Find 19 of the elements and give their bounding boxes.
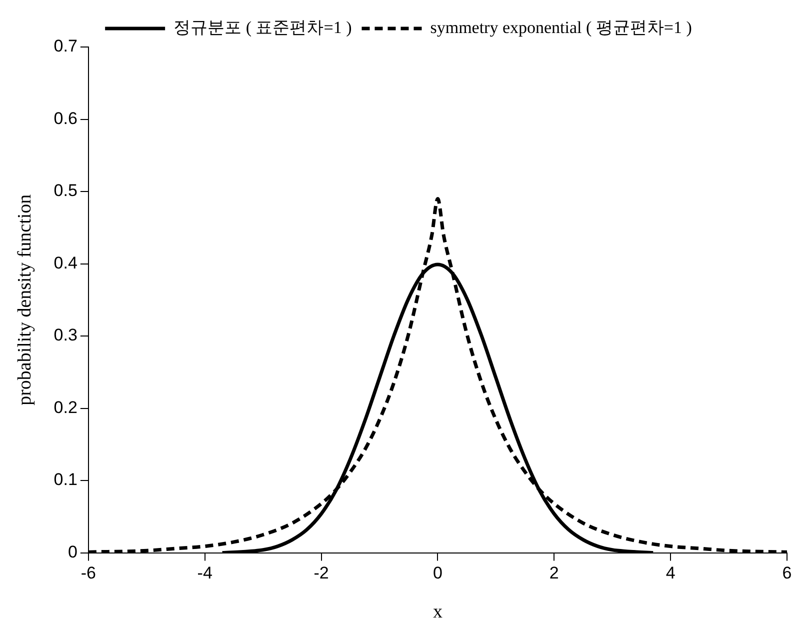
y-tick-label: 0.1 bbox=[54, 470, 78, 490]
y-tick-label: 0.4 bbox=[54, 253, 78, 272]
x-axis-title: x bbox=[432, 602, 443, 623]
y-tick-label: 0.3 bbox=[54, 326, 78, 345]
legend-label: symmetry exponential ( 평균편차=1 ) bbox=[430, 18, 692, 37]
x-tick-label: 2 bbox=[549, 564, 559, 583]
x-tick-label: -4 bbox=[197, 564, 212, 583]
x-tick-label: 4 bbox=[666, 564, 676, 583]
x-tick-label: -6 bbox=[80, 564, 96, 583]
x-tick-label: 6 bbox=[782, 564, 792, 583]
y-tick-label: 0.5 bbox=[54, 181, 78, 200]
x-tick-label: -2 bbox=[314, 564, 329, 583]
y-axis-title: probability density function bbox=[14, 194, 36, 406]
legend-label: 정규분포 ( 표준편차=1 ) bbox=[174, 18, 352, 37]
x-tick-label: 0 bbox=[432, 564, 442, 583]
y-tick-label: 0.2 bbox=[54, 398, 78, 417]
y-tick-label: 0 bbox=[68, 542, 78, 562]
y-tick-label: 0.6 bbox=[54, 108, 78, 128]
y-tick-label: 0.7 bbox=[54, 36, 78, 56]
